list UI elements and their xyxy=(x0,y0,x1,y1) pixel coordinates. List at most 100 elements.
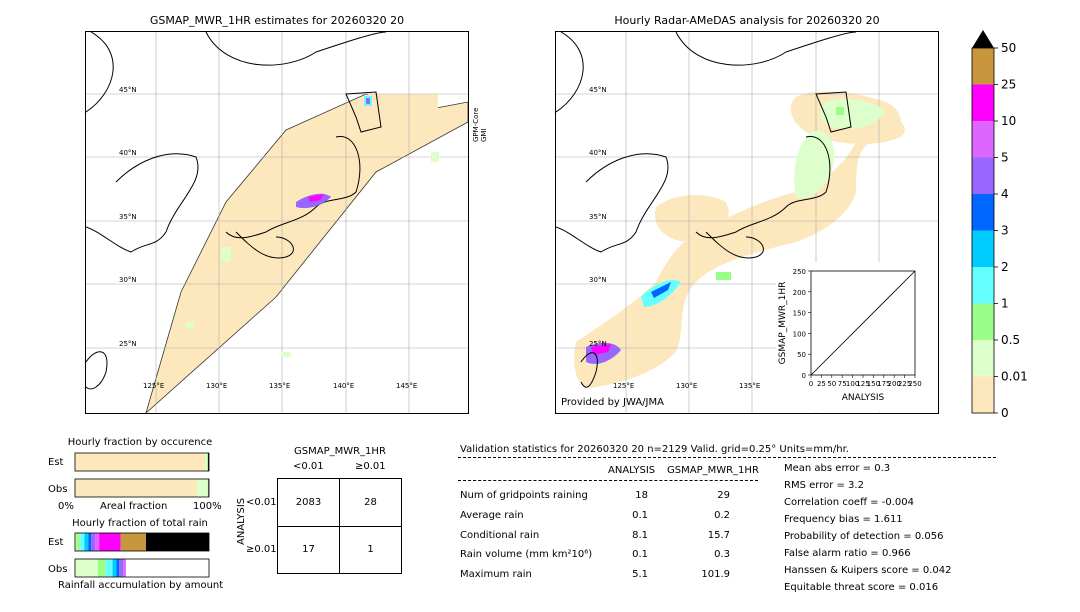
total-rain-chart xyxy=(74,531,210,579)
colorbar-tick-label: 10 xyxy=(1001,114,1016,128)
left-lat-label-45: 45°N xyxy=(119,86,137,94)
scatter-xtick-label: 150 xyxy=(867,380,880,388)
total-rain-bar-segment xyxy=(119,559,124,577)
left-map-title: GSMAP_MWR_1HR estimates for 20260320 20 xyxy=(149,14,405,27)
colorbar-svg: 50 25 10 5 4 3 2 1 0.5 0.01 0 xyxy=(971,30,1028,420)
contingency-col-header-lt: <0.01 xyxy=(293,461,324,472)
scatter-ytick-label: 200 xyxy=(793,289,806,297)
total-rain-xlabel: Rainfall accumulation by amount xyxy=(58,580,224,591)
scatter-xtick-label: 75 xyxy=(838,380,847,388)
left-rain-patches xyxy=(186,96,439,357)
right-lat-label-25: 25°N xyxy=(589,340,607,348)
total-rain-bar-frame xyxy=(74,532,210,552)
colorbar-segment xyxy=(972,267,994,304)
total-rain-bar-segment xyxy=(146,533,209,551)
contingency-col-header-ge: ≥0.01 xyxy=(355,461,386,472)
validation-row-analysis-3: 0.1 xyxy=(632,549,648,560)
occurrence-bar-segment xyxy=(196,479,208,497)
total-rain-bar-segment xyxy=(120,533,147,551)
total-rain-bar-segment xyxy=(95,533,100,551)
scatter-xtick-label: 250 xyxy=(908,380,921,388)
occurrence-xtick-left: 0% xyxy=(58,501,74,512)
total-rain-bar-segment xyxy=(91,533,96,551)
scatter-xtick-label: 50 xyxy=(827,380,836,388)
right-lon-label-135: 135°E xyxy=(739,382,761,390)
right-coastlines xyxy=(556,32,857,388)
total-rain-bar-segment xyxy=(112,559,117,577)
score-line-4: Probability of detection = 0.056 xyxy=(784,531,944,542)
left-lat-label-40: 40°N xyxy=(119,149,137,157)
occurrence-bar-segment xyxy=(206,453,209,471)
scatter-ytick-label: 50 xyxy=(797,351,806,359)
left-coastlines xyxy=(86,32,387,390)
colorbar-segment xyxy=(972,84,994,121)
left-map-panel: 45°N 40°N 35°N 30°N 25°N 125°E 130°E 135… xyxy=(85,31,469,414)
score-line-5: False alarm ratio = 0.966 xyxy=(784,548,911,559)
total-rain-obs-label: Obs xyxy=(48,564,68,575)
contingency-table: 2083 28 17 1 xyxy=(277,478,402,574)
validation-row-label-0: Num of gridpoints raining xyxy=(460,490,588,501)
validation-row-gsmap-0: 29 xyxy=(717,490,730,501)
total-rain-bar-segment xyxy=(99,533,121,551)
total-rain-title: Hourly fraction of total rain xyxy=(72,518,208,529)
total-rain-est-label: Est xyxy=(48,537,64,548)
score-line-3: Frequency bias = 1.611 xyxy=(784,514,903,525)
left-lon-label-130: 130°E xyxy=(206,382,228,390)
left-lat-label-25: 25°N xyxy=(119,340,137,348)
scatter-xtick-label: 225 xyxy=(898,380,911,388)
colorbar-tick-label: 2 xyxy=(1001,260,1009,274)
satellite-swath xyxy=(145,93,468,413)
contingency-cell-c: 17 xyxy=(302,544,315,555)
occurrence-xlabel: Areal fraction xyxy=(100,501,168,512)
scatter-ylabel: GSMAP_MWR_1HR xyxy=(778,282,788,365)
occurrence-bar-segment xyxy=(75,479,197,497)
total-rain-bar-frame xyxy=(74,558,210,578)
occurrence-title: Hourly fraction by occurence xyxy=(67,437,213,448)
scatter-xtick-label: 175 xyxy=(877,380,890,388)
left-lat-label-35: 35°N xyxy=(119,213,137,221)
contingency-title: GSMAP_MWR_1HR xyxy=(294,446,386,457)
scatter-xtick-label: 0 xyxy=(809,380,813,388)
occurrence-bar-segment xyxy=(75,453,206,471)
colorbar-segment xyxy=(972,230,994,267)
scatter-xtick-label: 100 xyxy=(846,380,859,388)
total-rain-bar-segment xyxy=(80,533,85,551)
right-map-panel: 45°N 40°N 35°N 30°N 25°N 125°E 130°E 135… xyxy=(555,31,939,414)
left-lon-label-135: 135°E xyxy=(269,382,291,390)
validation-col-gsmap: GSMAP_MWR_1HR xyxy=(667,465,759,476)
scatter-diagonal xyxy=(810,270,916,376)
total-rain-bar-segment xyxy=(75,533,77,551)
occurrence-bar-frame xyxy=(74,452,210,472)
colorbar-tick-label: 0 xyxy=(1001,406,1009,418)
validation-header-rule xyxy=(458,457,996,458)
total-rain-bar-segment xyxy=(88,533,92,551)
colorbar-tick-label: 1 xyxy=(1001,297,1009,311)
colorbar-segment xyxy=(972,194,994,231)
contingency-row-header-lt: <0.01 xyxy=(246,497,277,508)
validation-header: Validation statistics for 20260320 20 n=… xyxy=(460,444,849,455)
validation-row-label-4: Maximum rain xyxy=(460,569,532,580)
right-lat-label-30: 30°N xyxy=(589,276,607,284)
total-rain-bar-segment xyxy=(76,533,81,551)
total-rain-bar-segment xyxy=(116,559,120,577)
scatter-svg: 0 25 50 75 100125150175200225250050100150200… xyxy=(778,268,922,403)
occurrence-svg xyxy=(74,452,210,498)
colorbar-tick-label: 25 xyxy=(1001,78,1016,92)
credit-label: Provided by JWA/JMA xyxy=(561,397,664,408)
scatter-ytick-label: 100 xyxy=(793,330,806,338)
scatter-inset: 0 25 50 75 100 125 150 175 200 225 250 0 50 100 150 200… xyxy=(776,262,938,412)
total-rain-bar-segment xyxy=(84,533,89,551)
total-rain-bar-segment xyxy=(123,559,126,577)
colorbar-segment xyxy=(972,121,994,158)
scatter-xlabel: ANALYSIS xyxy=(842,393,885,403)
scatter-ytick-label: 250 xyxy=(793,268,806,276)
total-rain-bar-segment xyxy=(105,559,113,577)
colorbar-segment xyxy=(972,157,994,194)
colorbar-segment xyxy=(972,376,994,413)
scatter-xtick-label: 200 xyxy=(888,380,901,388)
colorbar: 50 25 10 5 4 3 2 1 0.5 0.01 0 xyxy=(965,28,1045,420)
right-map-title: Hourly Radar-AMeDAS analysis for 2026032… xyxy=(614,14,880,27)
radar-coverage-west xyxy=(655,195,729,242)
left-lat-label-30: 30°N xyxy=(119,276,137,284)
contingency-cell-a: 2083 xyxy=(295,497,322,508)
